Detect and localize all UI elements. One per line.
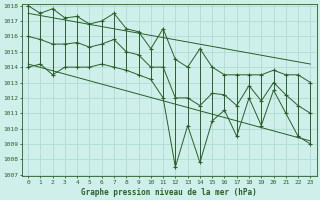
X-axis label: Graphe pression niveau de la mer (hPa): Graphe pression niveau de la mer (hPa) <box>81 188 257 197</box>
